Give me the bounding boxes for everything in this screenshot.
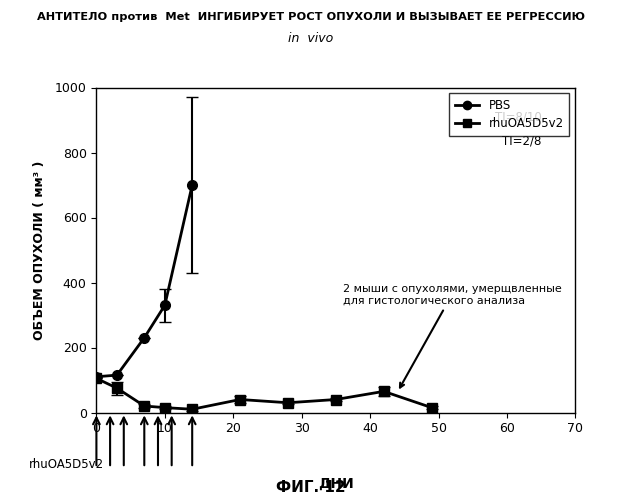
Text: 2 мыши с опухолями, умерщвленные
для гистологического анализа: 2 мыши с опухолями, умерщвленные для гис… xyxy=(343,284,562,388)
Y-axis label: ОБЪЕМ ОПУХОЛИ ( мм³ ): ОБЪЕМ ОПУХОЛИ ( мм³ ) xyxy=(34,160,47,340)
Text: TI=8/10: TI=8/10 xyxy=(495,110,542,123)
Text: ФИГ. 12: ФИГ. 12 xyxy=(276,480,346,495)
Text: TI=2/8: TI=2/8 xyxy=(503,134,542,147)
Text: rhuOA5D5v2: rhuOA5D5v2 xyxy=(29,458,104,471)
X-axis label: ДНИ: ДНИ xyxy=(318,477,354,491)
Legend: PBS, rhuOA5D5v2: PBS, rhuOA5D5v2 xyxy=(450,94,570,136)
Text: in  vivo: in vivo xyxy=(289,32,333,46)
Text: АНТИТЕЛО против  Met  ИНГИБИРУЕТ РОСТ ОПУХОЛИ И ВЫЗЫВАЕТ ЕЕ РЕГРЕССИЮ: АНТИТЕЛО против Met ИНГИБИРУЕТ РОСТ ОПУХ… xyxy=(37,12,585,22)
